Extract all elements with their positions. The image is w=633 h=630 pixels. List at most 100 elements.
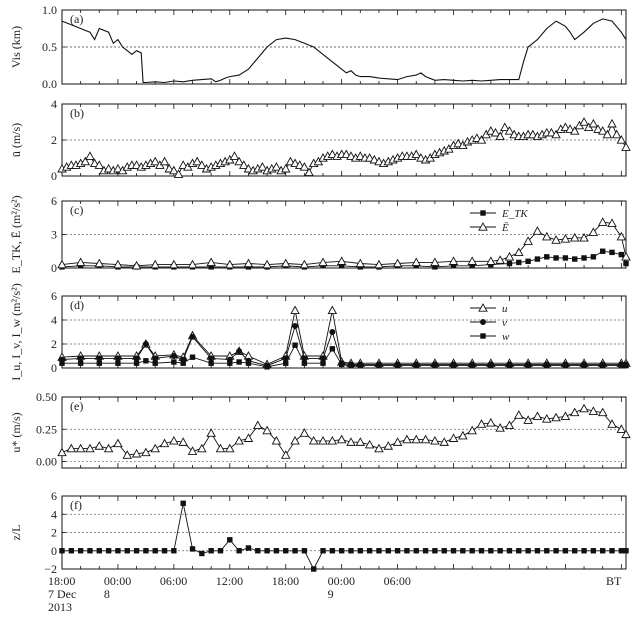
data-point xyxy=(103,163,114,173)
y-tick-label: 4 xyxy=(51,507,57,521)
data-point xyxy=(497,548,503,554)
data-point xyxy=(283,360,289,366)
data-point xyxy=(103,443,114,453)
data-point xyxy=(299,162,310,171)
chart-panel-4: 0 2 4 6 (d) I_u, I_v, I_w (m²/s²) uvw xyxy=(9,283,631,381)
data-point xyxy=(245,360,252,366)
data-point xyxy=(597,217,608,226)
data-point xyxy=(299,259,310,269)
y-tick-label: 0.25 xyxy=(36,422,57,436)
legend-marker xyxy=(480,319,486,325)
data-point xyxy=(243,163,254,173)
data-point xyxy=(77,355,84,362)
data-point xyxy=(253,420,263,430)
data-point xyxy=(562,548,569,554)
y-tick-label: 6 xyxy=(51,289,57,303)
chart-panel-2: 0 2 4 (b) ū (m/s) xyxy=(9,97,631,183)
data-point xyxy=(192,156,202,166)
data-point xyxy=(178,437,188,446)
data-point xyxy=(152,360,158,366)
data-point xyxy=(236,548,242,554)
data-point xyxy=(197,443,207,453)
y-tick-label: 0.0 xyxy=(42,77,57,91)
data-point xyxy=(553,255,559,261)
data-point xyxy=(290,158,300,168)
data-point xyxy=(495,423,505,432)
data-point xyxy=(87,548,93,554)
data-point xyxy=(180,360,186,366)
legend-marker xyxy=(480,333,486,339)
y-tick-label: 6 xyxy=(51,489,57,503)
data-point xyxy=(142,341,149,347)
data-point xyxy=(346,437,356,446)
data-point xyxy=(75,443,86,453)
data-point xyxy=(623,260,629,267)
data-point xyxy=(320,355,327,362)
data-point xyxy=(348,548,354,554)
data-point xyxy=(299,428,310,437)
y-tick-label: 0.50 xyxy=(36,390,57,404)
data-point xyxy=(169,259,179,269)
data-point xyxy=(562,255,569,261)
series-line-1 xyxy=(62,503,626,570)
data-point xyxy=(208,355,215,362)
data-point xyxy=(327,435,338,445)
data-point xyxy=(208,264,214,270)
data-point xyxy=(115,360,121,366)
data-point xyxy=(164,163,174,173)
data-point xyxy=(124,548,130,554)
legend-label: v xyxy=(502,317,507,329)
series-line-1 xyxy=(61,310,626,365)
data-point xyxy=(75,257,86,267)
data-point xyxy=(618,362,625,369)
panel-tag: (a) xyxy=(70,12,83,26)
data-point xyxy=(411,149,422,159)
data-point xyxy=(374,443,384,453)
data-point xyxy=(432,264,438,270)
data-point xyxy=(532,226,543,235)
panel-tag: (e) xyxy=(70,399,83,413)
data-point xyxy=(171,548,177,554)
data-point xyxy=(590,254,597,260)
y-tick-label: −2 xyxy=(44,562,57,576)
data-point xyxy=(283,548,289,554)
data-point xyxy=(170,353,177,359)
data-point xyxy=(292,342,298,348)
data-point xyxy=(348,362,354,369)
data-point xyxy=(264,548,270,554)
data-point xyxy=(217,548,224,554)
x-tick-label: 00:00 xyxy=(328,574,355,588)
data-point xyxy=(94,160,105,169)
data-point xyxy=(318,435,328,445)
data-point xyxy=(169,435,179,445)
data-point xyxy=(243,433,254,442)
data-point xyxy=(448,256,459,265)
data-point xyxy=(346,151,356,160)
data-point xyxy=(565,124,575,133)
data-point xyxy=(197,160,207,169)
x-tick-label: 2013 xyxy=(48,600,72,614)
data-point xyxy=(77,548,84,554)
data-point xyxy=(509,129,519,139)
data-point xyxy=(472,133,482,142)
data-point xyxy=(150,443,160,453)
data-point xyxy=(80,156,91,166)
data-point xyxy=(523,236,533,245)
y-tick-label: 0 xyxy=(51,169,57,183)
data-point xyxy=(320,360,326,366)
data-point xyxy=(569,407,580,417)
data-point xyxy=(114,355,121,362)
y-tick-label: 0.5 xyxy=(42,40,57,54)
data-point xyxy=(364,153,375,162)
panel-tag: (c) xyxy=(70,203,83,217)
y-tick-label: 2 xyxy=(51,133,57,147)
data-point xyxy=(504,251,515,261)
data-point xyxy=(579,232,589,242)
data-point xyxy=(57,259,67,269)
data-point xyxy=(338,361,345,368)
data-point xyxy=(486,417,496,427)
data-point xyxy=(327,305,338,315)
data-point xyxy=(476,419,487,428)
data-point xyxy=(588,406,599,415)
